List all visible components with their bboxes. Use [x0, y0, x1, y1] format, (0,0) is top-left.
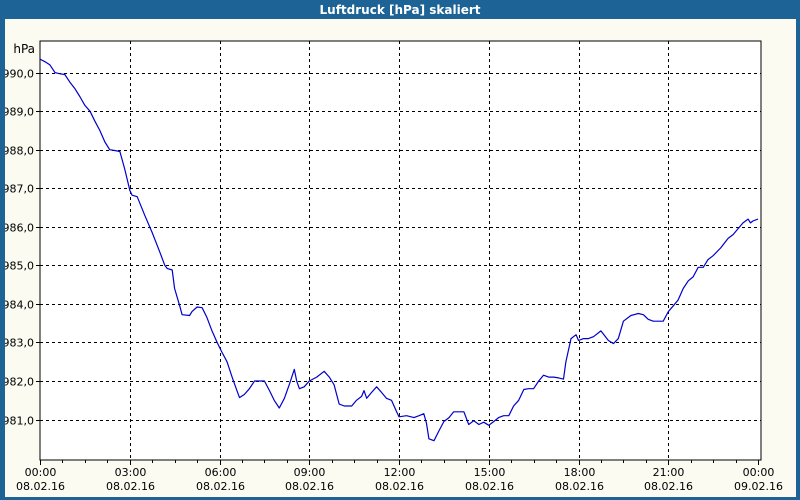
window-title-bar[interactable]: Luftdruck [hPa] skaliert — [0, 0, 800, 19]
y-tick-label: 984,0 — [3, 299, 35, 312]
x-tick-date-label: 08.02.16 — [16, 480, 65, 493]
window-title: Luftdruck [hPa] skaliert — [319, 2, 481, 17]
window-border-bottom — [0, 497, 800, 500]
y-tick-label: 981,0 — [3, 415, 35, 428]
x-tick-time-label: 09:00 — [294, 466, 326, 479]
x-tick-date-label: 08.02.16 — [555, 480, 604, 493]
x-tick-date-label: 08.02.16 — [375, 480, 424, 493]
y-tick-label: 982,0 — [3, 376, 35, 389]
x-tick-time-label: 18:00 — [564, 466, 596, 479]
x-tick-time-label: 00:00 — [743, 466, 775, 479]
x-tick-time-label: 06:00 — [205, 466, 237, 479]
x-tick-time-label: 12:00 — [384, 466, 416, 479]
x-tick-time-label: 03:00 — [115, 466, 147, 479]
y-tick-label: 989,0 — [3, 106, 35, 119]
x-tick-time-label: 00:00 — [25, 466, 57, 479]
x-tick-date-label: 09.02.16 — [734, 480, 783, 493]
window-border-right — [796, 0, 800, 500]
y-tick-label: 988,0 — [3, 145, 35, 158]
x-tick-time-label: 21:00 — [653, 466, 685, 479]
y-tick-label: 986,0 — [3, 222, 35, 235]
window-border-left — [0, 0, 5, 500]
y-tick-label: 990,0 — [3, 68, 35, 81]
y-tick-label: 987,0 — [3, 183, 35, 196]
plot-background — [39, 40, 762, 461]
y-tick-label: 983,0 — [3, 337, 35, 350]
pressure-line — [39, 58, 759, 442]
x-tick-date-label: 08.02.16 — [644, 480, 693, 493]
x-tick-date-label: 08.02.16 — [285, 480, 334, 493]
y-axis-unit-label: hPa — [13, 42, 35, 56]
x-tick-time-label: 15:00 — [474, 466, 506, 479]
x-tick-date-label: 08.02.16 — [106, 480, 155, 493]
y-tick-label: 985,0 — [3, 260, 35, 273]
x-tick-date-label: 08.02.16 — [465, 480, 514, 493]
x-tick-date-label: 08.02.16 — [196, 480, 245, 493]
